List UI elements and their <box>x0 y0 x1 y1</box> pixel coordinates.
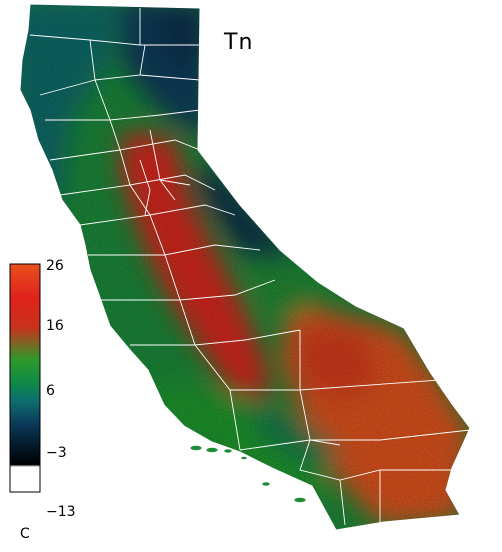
colorbar-tick-label: −3 <box>46 445 67 461</box>
colorbar-tick-label: 26 <box>46 258 64 274</box>
colorbar-tick-label: 16 <box>46 318 64 334</box>
map-title: Tn <box>224 30 254 55</box>
channel-islands <box>189 445 307 503</box>
colorbar-tick-label: −13 <box>46 504 76 520</box>
colorbar-tick-label: 6 <box>46 383 55 399</box>
colorbar-unit: C <box>20 526 30 542</box>
colorbar <box>9 263 41 493</box>
county-boundaries <box>29 8 470 526</box>
